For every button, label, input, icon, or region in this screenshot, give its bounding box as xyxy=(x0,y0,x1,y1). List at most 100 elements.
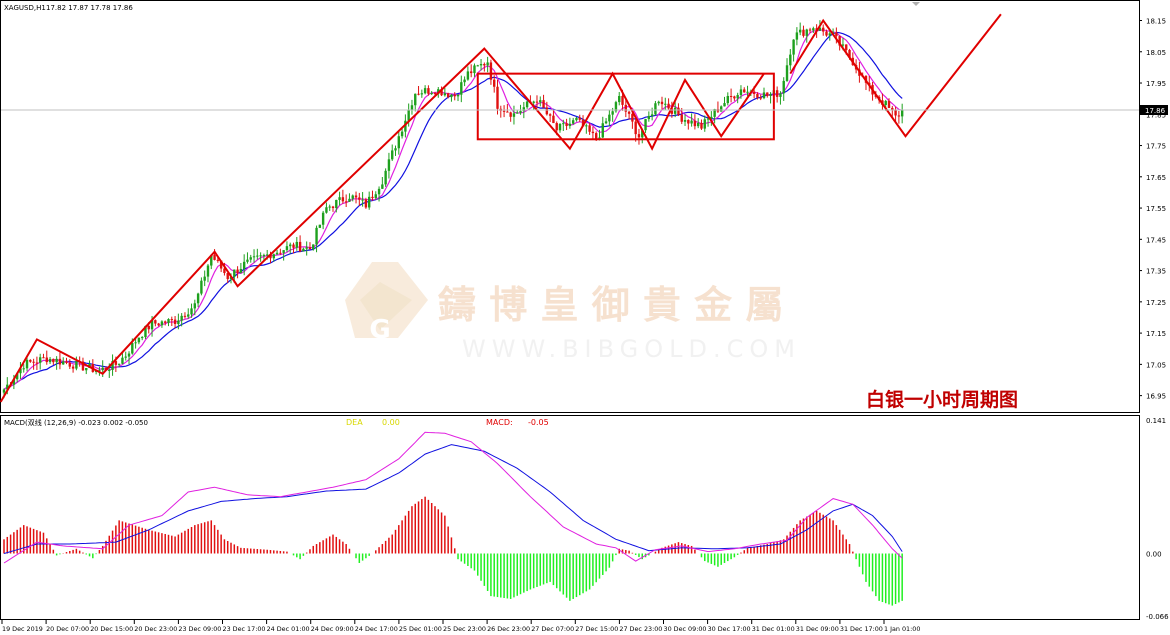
candle-body xyxy=(489,62,493,80)
candle-body xyxy=(433,92,437,94)
price-tick-label: 17.55 xyxy=(1146,205,1166,213)
candle-body xyxy=(384,170,387,185)
time-tick-label: 31 Dec 01:00 xyxy=(752,625,795,633)
candle-body xyxy=(884,100,887,105)
candle-body xyxy=(614,102,618,112)
price-tick-label: 17.35 xyxy=(1146,268,1166,276)
candle-body xyxy=(822,27,825,32)
candle-body xyxy=(312,244,315,250)
candle-body xyxy=(723,103,726,107)
candle-body xyxy=(710,116,713,119)
price-tick-label: 17.95 xyxy=(1146,80,1166,88)
candle-body xyxy=(262,254,266,256)
candle-body xyxy=(134,342,137,344)
price-tick-label: 18.15 xyxy=(1146,18,1166,26)
candle-body xyxy=(394,148,397,151)
candle-body xyxy=(42,357,45,359)
candle-body xyxy=(604,121,608,124)
candle-body xyxy=(404,120,407,132)
candle-body xyxy=(703,119,706,129)
candle-body xyxy=(680,114,683,122)
candle-body xyxy=(328,206,331,208)
signal-line xyxy=(3,444,903,554)
candle-body xyxy=(210,254,213,266)
candle-body xyxy=(733,96,736,99)
candle-body xyxy=(812,28,815,31)
candle-body xyxy=(828,33,831,36)
candle-body xyxy=(519,110,522,113)
candle-body xyxy=(266,254,269,256)
macd-line xyxy=(3,431,903,564)
watermark-url: WWW.BIBGOLD.COM xyxy=(462,335,801,363)
candle-body xyxy=(677,107,680,115)
candle-body xyxy=(242,261,246,269)
candle-body xyxy=(644,119,647,131)
time-tick-label: 31 Dec 09:00 xyxy=(796,625,839,633)
candle-body xyxy=(285,246,289,251)
candle-body xyxy=(367,196,371,208)
candle-body xyxy=(486,62,489,66)
candle-body xyxy=(667,103,670,109)
watermark-title: 鑄 博 皇 御 貴 金 屬 xyxy=(438,283,783,327)
candle-body xyxy=(818,27,822,31)
candle-body xyxy=(506,111,509,113)
time-tick-label: 26 Dec 23:00 xyxy=(487,625,530,633)
candle-body xyxy=(289,244,292,247)
candle-body xyxy=(759,97,762,99)
candle-body xyxy=(22,368,25,370)
candle-body xyxy=(825,31,828,36)
price-tick-label: 16.95 xyxy=(1146,393,1166,401)
candle-body xyxy=(249,257,252,260)
candle-body xyxy=(335,199,338,209)
candle-body xyxy=(575,117,578,121)
candle-body xyxy=(693,120,697,127)
candle-body xyxy=(12,379,16,385)
candle-body xyxy=(246,259,249,262)
scroll-marker-icon[interactable] xyxy=(912,2,920,6)
candle-body xyxy=(476,65,479,67)
candle-body xyxy=(364,199,368,208)
candle-body xyxy=(2,389,6,393)
candle-body xyxy=(358,197,361,200)
price-tick-label: 17.45 xyxy=(1146,236,1166,244)
current-price-tag xyxy=(1140,105,1168,115)
candle-body xyxy=(121,357,124,364)
watermark-logo-inner xyxy=(360,282,412,330)
candle-body xyxy=(305,247,308,249)
candle-body xyxy=(637,134,641,138)
candle-body xyxy=(25,359,29,369)
candle-body xyxy=(756,93,759,98)
candle-body xyxy=(453,94,456,97)
candle-body xyxy=(302,248,305,252)
candle-body xyxy=(729,95,733,97)
candle-body xyxy=(213,254,216,260)
candle-body xyxy=(292,244,295,248)
candle-body xyxy=(581,119,585,127)
candle-body xyxy=(588,125,591,132)
candle-body xyxy=(164,321,167,323)
candle-body xyxy=(417,93,420,95)
ohlc-label: 17.82 17.87 17.78 17.86 xyxy=(46,4,133,12)
candle-body xyxy=(897,115,901,117)
candle-body xyxy=(252,256,256,258)
candle-body xyxy=(532,101,535,103)
candle-body xyxy=(420,93,424,95)
candle-body xyxy=(131,343,134,354)
time-tick-label: 25 Dec 01:00 xyxy=(399,625,442,633)
candle-body xyxy=(621,96,624,105)
candle-body xyxy=(407,110,410,121)
price-axis: 18.15 18.05 17.95 17.85 17.75 17.65 17.55 17.45… xyxy=(1139,18,1166,401)
candle-body xyxy=(726,95,729,104)
time-tick-label: 30 Dec 17:00 xyxy=(708,625,751,633)
candle-body xyxy=(752,91,756,94)
candle-body xyxy=(190,308,193,315)
candle-body xyxy=(578,117,581,120)
candle-body xyxy=(565,123,568,127)
candle-body xyxy=(269,254,272,259)
time-tick-label: 19 Dec 2019 xyxy=(2,625,43,633)
price-tick-label: 17.25 xyxy=(1146,299,1166,307)
candle-body xyxy=(456,94,460,97)
candle-body xyxy=(657,101,660,104)
candle-body xyxy=(654,103,657,115)
candle-body xyxy=(660,101,664,105)
